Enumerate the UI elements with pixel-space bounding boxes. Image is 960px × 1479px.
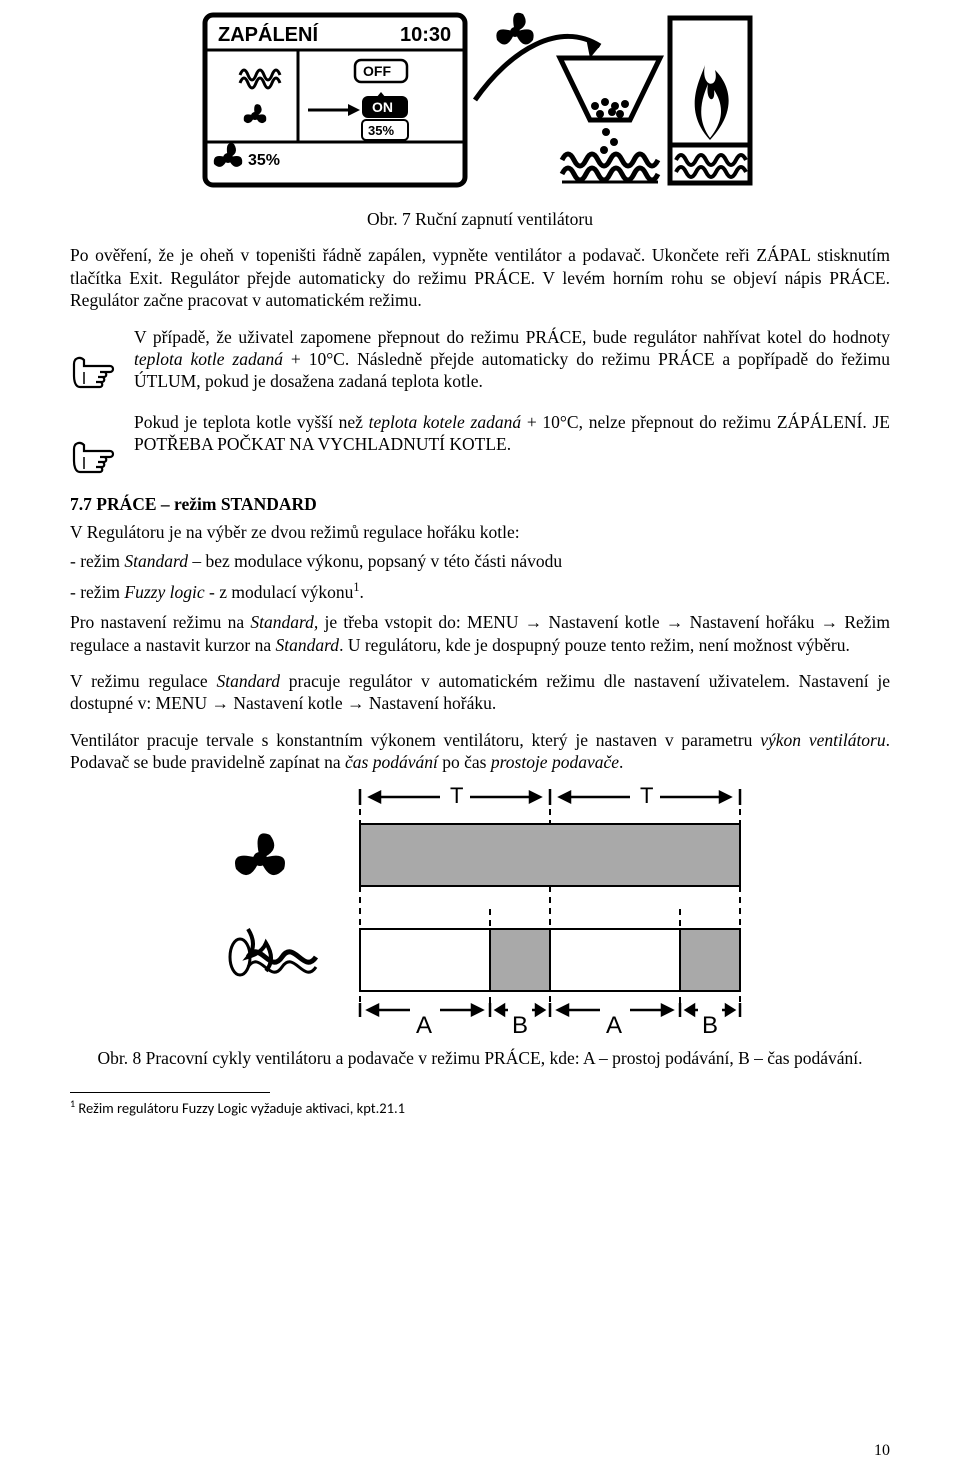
bullet-1-a: - režim	[70, 551, 124, 571]
note-1: V případě, že uživatel zapomene přepnout…	[70, 326, 890, 393]
fig8-A1: A	[416, 1012, 432, 1039]
fig8-A2: A	[606, 1012, 622, 1039]
para-5-e: po čas	[438, 752, 491, 772]
paragraph-5: Ventilátor pracuje tervale s konstantním…	[70, 729, 890, 774]
note-2-b: teplota kotele zadaná	[369, 412, 521, 432]
bullet-2-d: .	[359, 582, 363, 602]
para-5-a: Ventilátor pracuje tervale s konstantním…	[70, 730, 760, 750]
lcd-on: ON	[372, 99, 393, 115]
paragraph-1: Po ověření, že je oheň v topeništi řádně…	[70, 244, 890, 311]
footnote-rule	[70, 1092, 270, 1093]
pointing-hand-icon	[70, 411, 116, 475]
fig8-T1: T	[450, 783, 463, 808]
note-2-a: Pokud je teplota kotle vyšší než	[134, 412, 369, 432]
paragraph-4: V režimu regulace Standard pracuje regul…	[70, 670, 890, 715]
para-5-d: čas podávání	[345, 752, 438, 772]
para-4-b: Standard	[216, 671, 280, 691]
paragraph-3: Pro nastavení režimu na Standard, je tře…	[70, 611, 890, 656]
para-3-b: Standard,	[250, 612, 318, 632]
figure-7: ZAPÁLENÍ 10:30 35%	[200, 10, 760, 200]
para-5-g: .	[619, 752, 623, 772]
paragraph-2: V Regulátoru je na výběr ze dvou režimů …	[70, 521, 890, 543]
note-2: Pokud je teplota kotle vyšší než teplota…	[70, 411, 890, 475]
bullet-2-a: - režim	[70, 582, 124, 602]
figure-7-caption: Obr. 7 Ruční zapnutí ventilátoru	[70, 208, 890, 230]
page: ZAPÁLENÍ 10:30 35%	[0, 0, 960, 1479]
lcd-on-pct: 35%	[368, 123, 394, 138]
note-1-text: V případě, že uživatel zapomene přepnout…	[134, 326, 890, 393]
page-number: 10	[874, 1441, 890, 1461]
bullet-1: - režim Standard – bez modulace výkonu, …	[70, 550, 890, 572]
footnote-1: 1 Režim regulátoru Fuzzy Logic vyžaduje …	[70, 1097, 890, 1117]
para-3-d: Standard	[276, 635, 340, 655]
lcd-bottom-pct: 35%	[248, 152, 280, 169]
para-3-e: . U regulátoru, kde je dospupný pouze te…	[339, 635, 850, 655]
fig8-B2: B	[702, 1012, 718, 1039]
bullet-2: - režim Fuzzy logic - z modulací výkonu1…	[70, 580, 890, 603]
pointing-hand-icon	[70, 326, 116, 393]
para-5-f: prostoje podavače	[491, 752, 619, 772]
lcd-title: ZAPÁLENÍ	[218, 23, 318, 46]
figure-8-caption: Obr. 8 Pracovní cykly ventilátoru a poda…	[70, 1047, 890, 1069]
para-3-a: Pro nastavení režimu na	[70, 612, 250, 632]
fig8-B1: B	[512, 1012, 528, 1039]
footnote-text: Režim regulátoru Fuzzy Logic vyžaduje ak…	[75, 1099, 405, 1117]
bullet-1-b: Standard	[124, 551, 188, 571]
heading-7-7: 7.7 PRÁCE – režim STANDARD	[70, 493, 890, 515]
para-4-a: V režimu regulace	[70, 671, 216, 691]
bullet-1-c: – bez modulace výkonu, popsaný v této čá…	[188, 551, 562, 571]
note-2-text: Pokud je teplota kotle vyšší než teplota…	[134, 411, 890, 475]
lcd-off: OFF	[363, 63, 391, 79]
note-1-b: teplota kotle zadaná	[134, 349, 283, 369]
bullet-2-c: - z modulací výkonu	[205, 582, 354, 602]
note-1-a: V případě, že uživatel zapomene přepnout…	[134, 327, 890, 347]
bullet-2-b: Fuzzy logic	[124, 582, 204, 602]
fig8-T2: T	[640, 783, 653, 808]
lcd-time: 10:30	[400, 24, 451, 46]
figure-8: T T	[200, 779, 760, 1039]
para-5-b: výkon ventilátoru	[760, 730, 885, 750]
